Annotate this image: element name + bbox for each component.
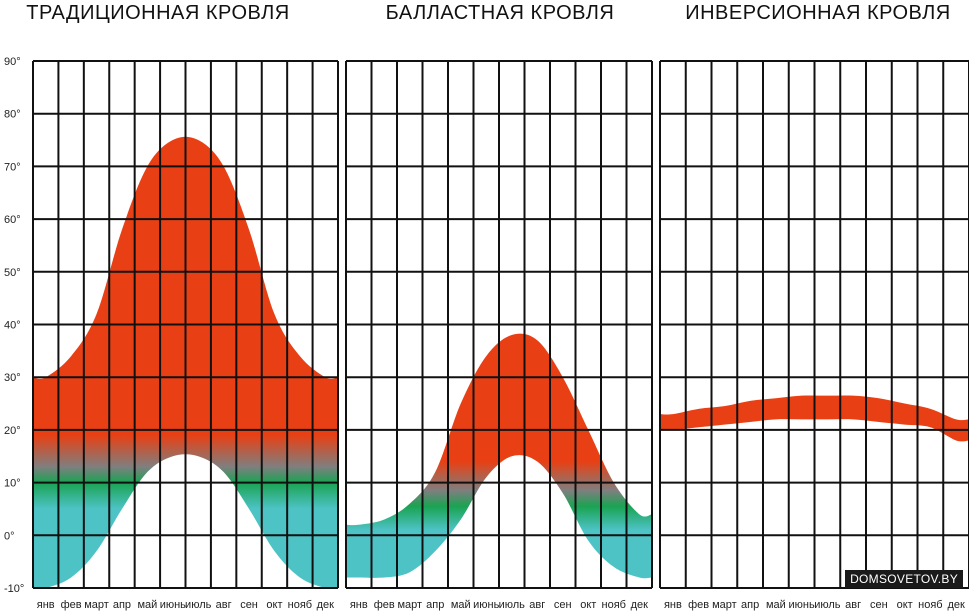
x-tick-label: июль (499, 599, 526, 611)
watermark: DOMSOVETOV.BY (845, 570, 963, 588)
x-tick-label: апр (113, 599, 131, 611)
x-tick-label: май (766, 599, 786, 611)
x-tick-label: июнь (789, 599, 815, 611)
x-tick-label: апр (426, 599, 444, 611)
x-tick-label: окт (580, 599, 596, 611)
y-tick-label: 90° (4, 56, 21, 68)
x-tick-label: март (84, 599, 109, 611)
x-tick-label: июль (814, 599, 841, 611)
chart-panel-1: ТРАДИЦИОННАЯ КРОВЛЯ -10° 0° 10° 20° 30° 40° 50°… (4, 2, 339, 611)
y-tick-label: 50° (4, 267, 21, 279)
x-tick-label: дек (317, 599, 335, 611)
x-tick-label: авг (216, 599, 232, 611)
x-tick-label: фев (61, 599, 82, 611)
y-tick-label: 40° (4, 320, 21, 332)
x-tick-label: дек (947, 599, 965, 611)
y-tick-label: 70° (4, 161, 21, 173)
chart-title: ИНВЕРСИОННАЯ КРОВЛЯ (685, 2, 951, 24)
x-tick-label: окт (266, 599, 282, 611)
y-tick-label: 60° (4, 214, 21, 226)
chart-title: БАЛЛАСТНАЯ КРОВЛЯ (386, 2, 615, 24)
x-tick-label: янв (37, 599, 55, 611)
x-tick-label: авг (529, 599, 545, 611)
y-tick-label: 10° (4, 478, 21, 490)
x-tick-label: март (712, 599, 737, 611)
x-tick-label: янв (664, 599, 682, 611)
x-tick-label: нояб (288, 599, 312, 611)
x-tick-label: май (451, 599, 471, 611)
x-tick-label: фев (688, 599, 709, 611)
x-tick-label: окт (897, 599, 913, 611)
x-tick-label: апр (741, 599, 759, 611)
x-tick-label: нояб (918, 599, 942, 611)
chart-title: ТРАДИЦИОННАЯ КРОВЛЯ (26, 2, 289, 24)
y-tick-label: 30° (4, 372, 21, 384)
chart-panel-2: БАЛЛАСТНАЯ КРОВЛЯ янв фев март апр май июнь июл… (345, 2, 653, 611)
y-tick-label: 80° (4, 109, 21, 121)
x-tick-label: сен (240, 599, 258, 611)
y-tick-label: 0° (4, 530, 15, 542)
y-tick-label: 20° (4, 425, 21, 437)
chart-panel-3: ИНВЕРСИОННАЯ КРОВЛЯ янв фев март апр май июнь и… (659, 2, 969, 611)
x-tick-label: сен (870, 599, 888, 611)
x-tick-label: май (137, 599, 157, 611)
x-tick-label: сен (554, 599, 572, 611)
x-tick-label: дек (631, 599, 649, 611)
x-tick-label: нояб (602, 599, 626, 611)
x-tick-label: июнь (473, 599, 499, 611)
x-tick-label: авг (845, 599, 861, 611)
x-tick-label: март (397, 599, 422, 611)
y-tick-label: -10° (4, 583, 24, 595)
x-tick-label: янв (350, 599, 368, 611)
x-tick-label: июль (185, 599, 212, 611)
x-tick-label: фев (374, 599, 395, 611)
x-tick-label: июнь (160, 599, 186, 611)
